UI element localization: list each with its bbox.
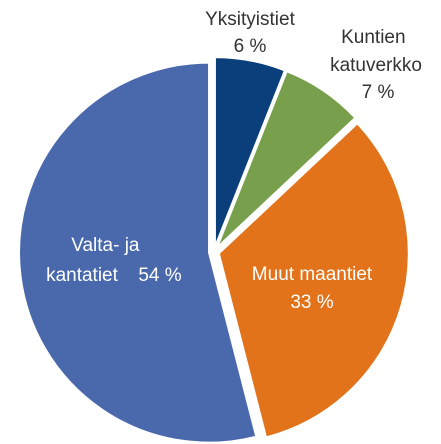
slice-label: Valta- ja kantatiet: [46, 235, 145, 286]
pie-slice: [217, 121, 410, 439]
value-label: 33 %: [290, 292, 333, 313]
slice-label: Kuntien katuverkko: [330, 27, 422, 76]
label-line: katuverkko: [330, 55, 422, 76]
label-line: Valta- ja: [71, 235, 145, 256]
value-label: 6 %: [234, 36, 267, 57]
value-label: 54 %: [138, 265, 181, 286]
pie-slice: [213, 56, 287, 248]
slice-label: Yksityistiet: [205, 9, 295, 30]
value-label: 7 %: [362, 82, 395, 103]
slice-label: Muut maantiet: [252, 264, 373, 285]
label-line: Kuntien: [341, 27, 411, 48]
pie-slice: [215, 69, 357, 249]
label-line: kantatiet: [46, 265, 119, 286]
pie-slice: [18, 61, 258, 444]
